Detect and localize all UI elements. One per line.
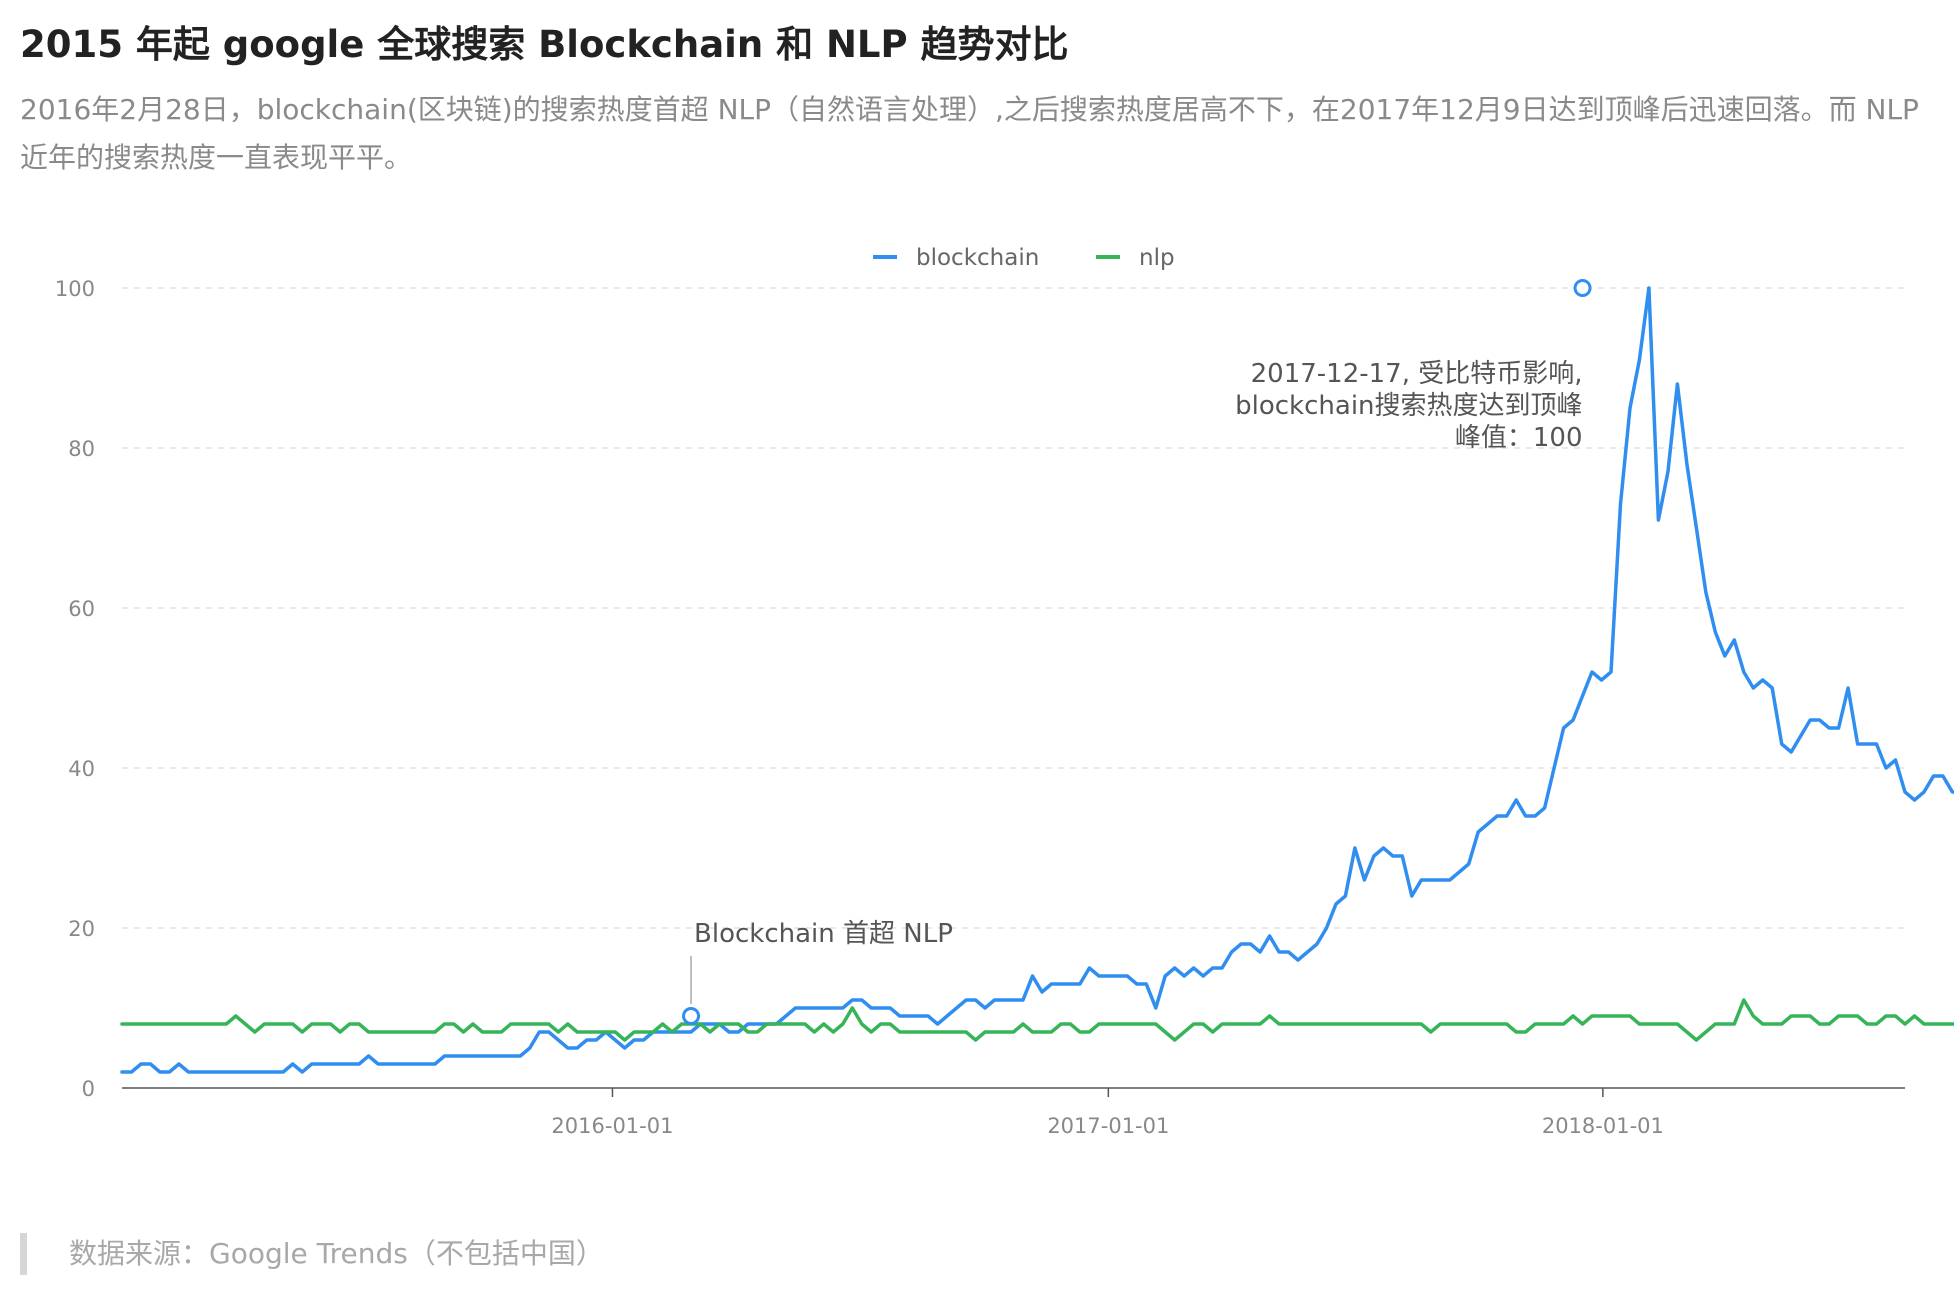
legend[interactable]: blockchain nlp [873, 245, 1175, 271]
x-axis-ticks: 2016-01-01 2017-01-01 2018-01-01 [551, 1088, 1664, 1138]
annotation-crossover-label: Blockchain 首超 NLP [694, 919, 953, 949]
y-tick-label: 0 [82, 1077, 95, 1101]
chart-title: 2015 年起 google 全球搜索 Blockchain 和 NLP 趋势对… [20, 23, 1069, 66]
y-tick-label: 20 [68, 917, 95, 941]
y-tick-label: 60 [68, 597, 95, 621]
legend-item-blockchain[interactable]: blockchain [873, 245, 1039, 271]
annotation-marker-crossover [682, 1007, 701, 1025]
line-chart: 0 20 40 60 80 100 2016-01-01 2017-01-01 2018-01… [55, 245, 1954, 1138]
series-line-blockchain [120, 286, 1954, 1074]
series-lines [120, 286, 1954, 1074]
legend-label-blockchain: blockchain [916, 245, 1039, 271]
y-tick-label: 80 [68, 437, 95, 461]
legend-item-nlp[interactable]: nlp [1096, 245, 1175, 271]
grid-lines [122, 287, 1905, 929]
annotation-peak-line: blockchain搜索热度达到顶峰 [1235, 391, 1582, 421]
x-tick-label: 2017-01-01 [1047, 1114, 1169, 1138]
y-tick-label: 40 [68, 757, 95, 781]
legend-label-nlp: nlp [1139, 245, 1175, 271]
annotation-marker-peak [1573, 279, 1592, 297]
annotation-peak-line: 2017-12-17, 受比特币影响, [1251, 359, 1583, 389]
y-axis-tick-labels: 0 20 40 60 80 100 [55, 277, 95, 1101]
y-tick-label: 100 [55, 277, 95, 301]
data-source-note: 数据来源：Google Trends（不包括中国） [20, 1233, 604, 1275]
x-tick-label: 2016-01-01 [551, 1114, 673, 1138]
annotation-peak-line: 峰值：100 [1455, 423, 1583, 453]
x-tick-label: 2018-01-01 [1542, 1114, 1664, 1138]
series-line-nlp [120, 998, 1954, 1042]
chart-subtitle: 2016年2月28日，blockchain(区块链)的搜索热度首超 NLP（自然… [20, 93, 1919, 174]
annotations: Blockchain 首超 NLP 2017-12-17, 受比特币影响,bloc… [682, 279, 1592, 1025]
